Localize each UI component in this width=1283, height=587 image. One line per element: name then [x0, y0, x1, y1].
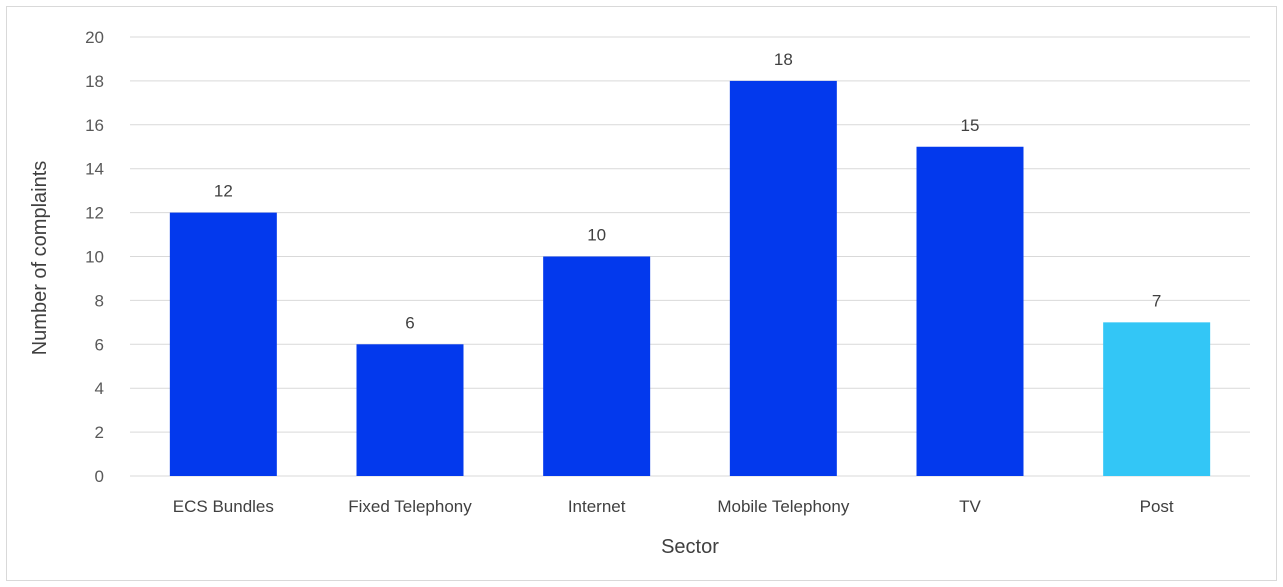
- y-axis-ticks: 0 2 4 6 8 10 12 14 16 18 20: [85, 28, 104, 486]
- y-tick-label-20: 20: [85, 28, 104, 47]
- bar-post: [1103, 322, 1211, 476]
- y-tick-label-12: 12: [85, 204, 104, 223]
- y-tick-label-16: 16: [85, 116, 104, 135]
- y-tick-label-6: 6: [95, 335, 104, 354]
- x-axis-title: Sector: [661, 536, 719, 558]
- x-tick-label-post: Post: [1140, 497, 1174, 516]
- data-label-post: 7: [1152, 291, 1161, 310]
- bar-ecs-bundles: [169, 212, 277, 476]
- bar-tv: [916, 146, 1024, 476]
- x-tick-label-fixed-telephony: Fixed Telephony: [348, 497, 472, 516]
- x-tick-label-ecs-bundles: ECS Bundles: [173, 497, 274, 516]
- bar-mobile-telephony: [729, 80, 837, 477]
- x-tick-label-mobile-telephony: Mobile Telephony: [717, 497, 849, 516]
- y-tick-label-10: 10: [85, 248, 104, 267]
- bars: [169, 80, 1211, 477]
- y-axis-title: Number of complaints: [29, 161, 51, 356]
- bar-internet: [543, 256, 651, 476]
- data-label-ecs-bundles: 12: [214, 182, 233, 201]
- y-tick-label-2: 2: [95, 423, 104, 442]
- y-tick-label-4: 4: [95, 379, 104, 398]
- y-tick-label-0: 0: [95, 467, 104, 486]
- data-labels: 12 6 10 18 15 7: [214, 50, 1162, 332]
- x-tick-label-internet: Internet: [568, 497, 626, 516]
- data-label-mobile-telephony: 18: [774, 50, 793, 69]
- x-tick-label-tv: TV: [959, 497, 981, 516]
- data-label-internet: 10: [587, 226, 606, 245]
- bar-fixed-telephony: [356, 344, 464, 476]
- data-label-fixed-telephony: 6: [405, 313, 414, 332]
- y-tick-label-8: 8: [95, 291, 104, 310]
- data-label-tv: 15: [961, 116, 980, 135]
- x-axis-categories: ECS Bundles Fixed Telephony Internet Mobile…: [173, 497, 1174, 516]
- y-tick-label-18: 18: [85, 72, 104, 91]
- y-tick-label-14: 14: [85, 160, 104, 179]
- gridlines: [130, 36, 1250, 477]
